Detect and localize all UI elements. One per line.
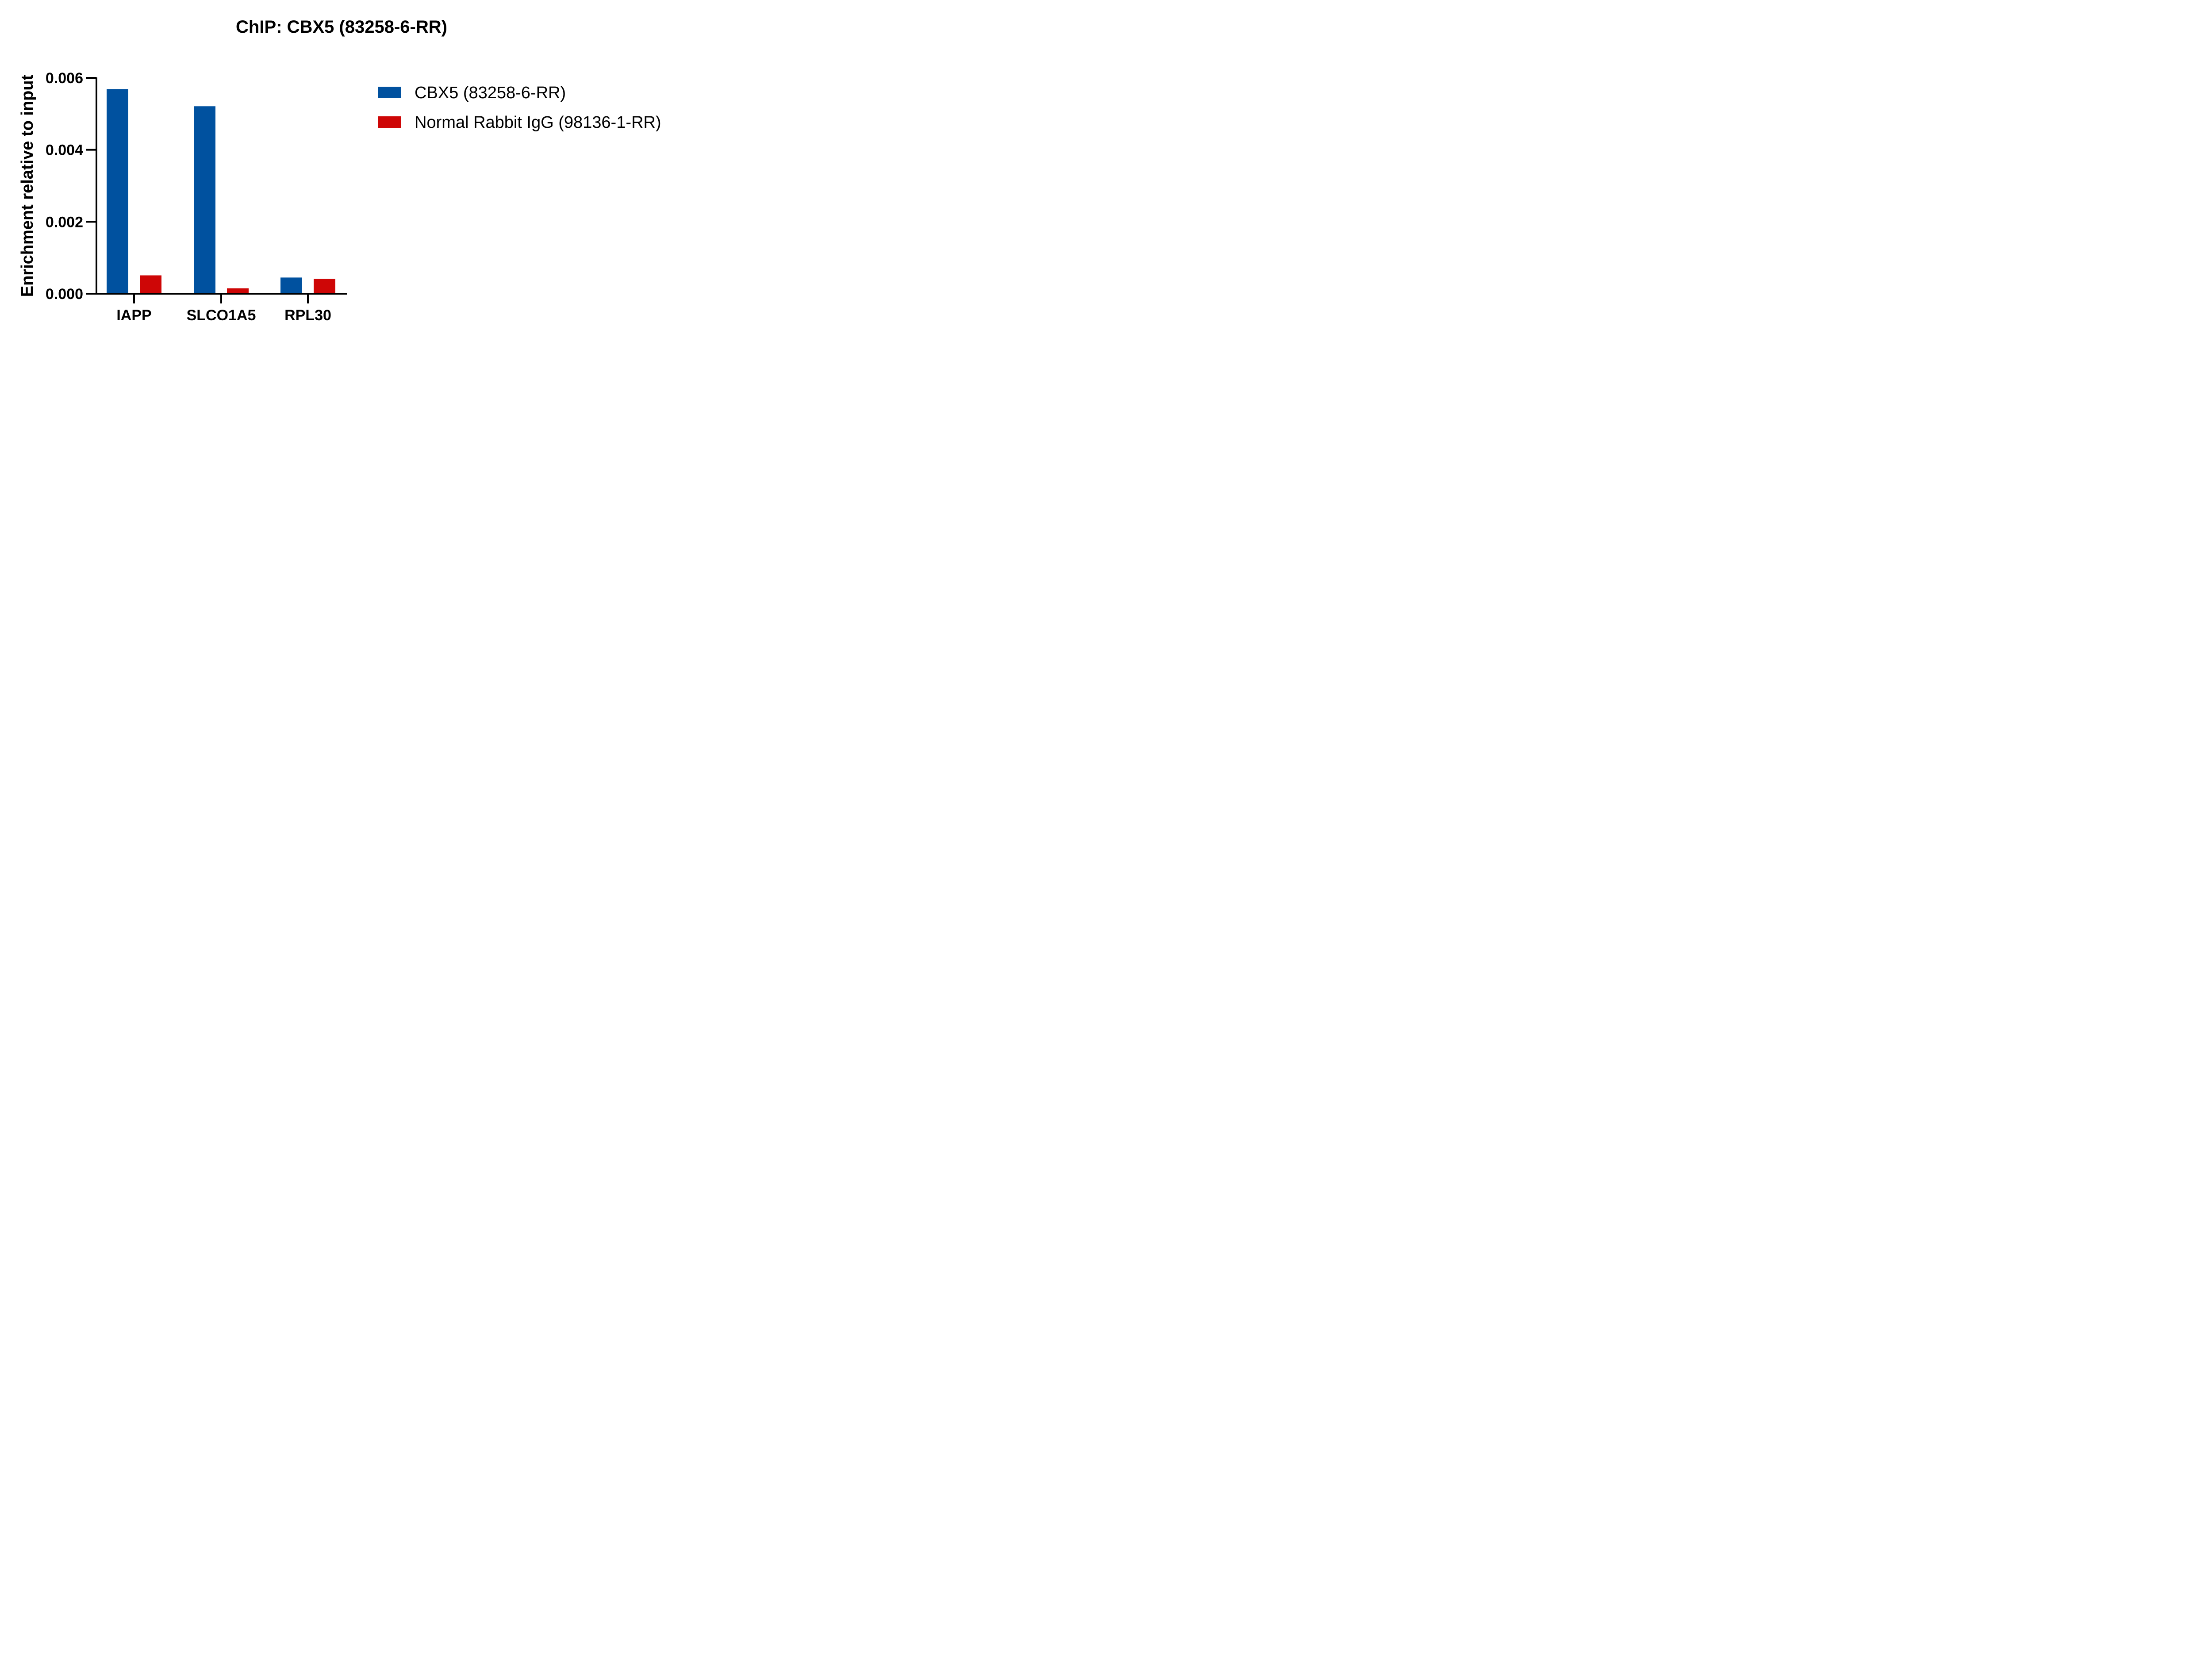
bar-iapp-cbx5 — [107, 89, 128, 294]
bar-rpl30-cbx5 — [280, 277, 302, 294]
legend-swatch — [378, 87, 401, 98]
y-tick-label: 0.006 — [46, 70, 83, 87]
x-axis: IAPP SLCO1A5 RPL30 — [96, 293, 347, 324]
x-tick-label: IAPP — [116, 307, 151, 324]
chart-title: ChIP: CBX5 (83258-6-RR) — [236, 17, 447, 37]
legend: CBX5 (83258-6-RR) Normal Rabbit IgG (9813… — [378, 84, 661, 132]
legend-swatch — [378, 116, 401, 128]
x-tick-label: SLCO1A5 — [187, 307, 256, 324]
y-tick-label: 0.000 — [46, 286, 83, 303]
bar-rpl30-igg — [314, 279, 335, 294]
legend-label: Normal Rabbit IgG (98136-1-RR) — [415, 113, 661, 132]
legend-label: CBX5 (83258-6-RR) — [415, 84, 566, 102]
y-tick-label: 0.002 — [46, 214, 83, 230]
x-tick-label: RPL30 — [284, 307, 331, 324]
chart-container: ChIP: CBX5 (83258-6-RR) Enrichment relat… — [0, 0, 683, 332]
bar-slco1a5-cbx5 — [194, 106, 215, 294]
bars-group — [107, 89, 335, 294]
bar-iapp-igg — [140, 275, 161, 294]
bar-chart: ChIP: CBX5 (83258-6-RR) Enrichment relat… — [18, 17, 661, 324]
y-axis: 0.000 0.002 0.004 0.006 — [46, 70, 97, 303]
y-axis-title: Enrichment relative to input — [18, 74, 37, 297]
bar-slco1a5-igg — [227, 288, 249, 294]
y-tick-label: 0.004 — [46, 142, 83, 159]
